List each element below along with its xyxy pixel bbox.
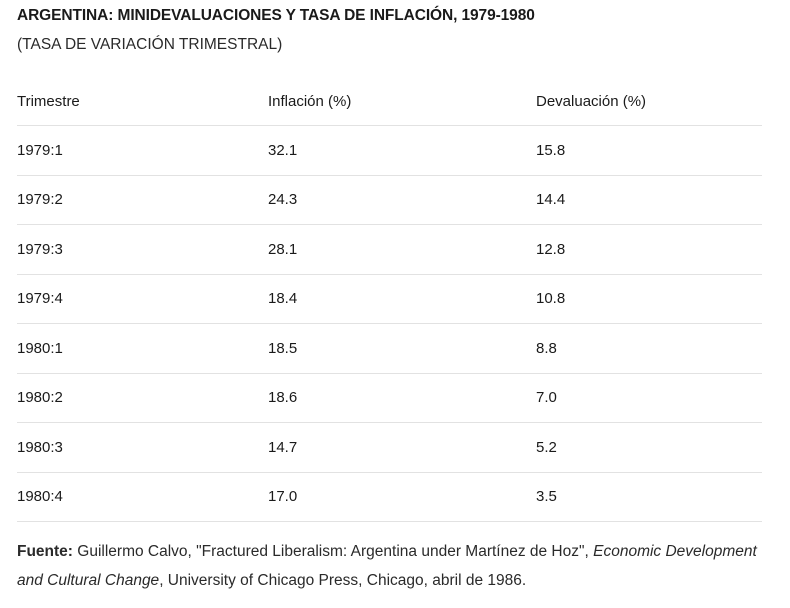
table-row: 1979:4 18.4 10.8 [17,274,762,324]
data-table: Trimestre Inflación (%) Devaluación (%) … [17,77,762,522]
cell-trimestre: 1979:1 [17,125,268,176]
source-text: Guillermo Calvo, "Fractured Liberalism: … [72,543,594,560]
cell-inflacion: 18.4 [268,274,536,324]
cell-inflacion: 18.6 [268,373,536,423]
table-row: 1980:3 14.7 5.2 [17,422,762,473]
source-journal: Economic Development and Cultural Change [17,543,757,589]
cell-trimestre: 1979:4 [17,274,268,324]
table-row: 1980:4 17.0 3.5 [17,472,762,522]
source-publisher: , University of Chicago Press, Chicago, … [159,572,527,589]
header-trimestre: Trimestre [17,77,268,126]
cell-trimestre: 1980:4 [17,472,268,522]
cell-trimestre: 1979:2 [17,175,268,225]
table-subtitle: (TASA DE VARIACIÓN TRIMESTRAL) [17,36,283,53]
table-row: 1979:1 32.1 15.8 [17,125,762,176]
cell-devaluacion: 10.8 [536,274,762,324]
cell-devaluacion: 5.2 [536,422,762,473]
source-label: Fuente: [17,543,73,560]
cell-devaluacion: 7.0 [536,373,762,423]
cell-devaluacion: 3.5 [536,472,762,522]
table-row: 1980:2 18.6 7.0 [17,373,762,423]
cell-devaluacion: 15.8 [536,125,762,176]
cell-devaluacion: 14.4 [536,175,762,225]
cell-devaluacion: 12.8 [536,224,762,275]
source-note: Fuente: Guillermo Calvo, "Fractured Libe… [17,537,777,595]
table-title: ARGENTINA: MINIDEVALUACIONES Y TASA DE I… [17,7,535,24]
cell-inflacion: 32.1 [268,125,536,176]
cell-trimestre: 1980:3 [17,422,268,473]
cell-inflacion: 28.1 [268,224,536,275]
header-devaluacion: Devaluación (%) [536,77,762,126]
cell-trimestre: 1980:2 [17,373,268,423]
cell-inflacion: 18.5 [268,323,536,374]
cell-trimestre: 1979:3 [17,224,268,275]
table-row: 1980:1 18.5 8.8 [17,323,762,374]
cell-inflacion: 14.7 [268,422,536,473]
table-row: 1979:2 24.3 14.4 [17,175,762,225]
header-row: Trimestre Inflación (%) Devaluación (%) [17,77,762,126]
cell-trimestre: 1980:1 [17,323,268,374]
cell-inflacion: 17.0 [268,472,536,522]
cell-devaluacion: 8.8 [536,323,762,374]
cell-inflacion: 24.3 [268,175,536,225]
header-inflacion: Inflación (%) [268,77,536,126]
table-row: 1979:3 28.1 12.8 [17,224,762,275]
